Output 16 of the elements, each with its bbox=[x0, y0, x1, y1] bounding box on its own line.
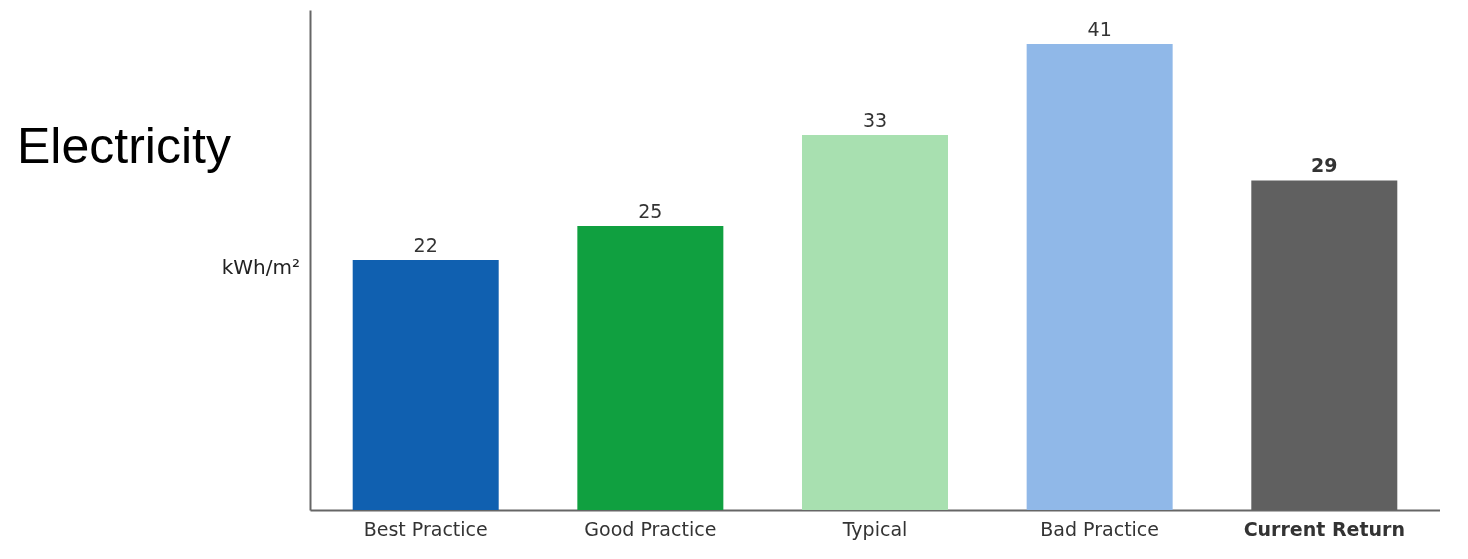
x-tick-label: Typical bbox=[841, 517, 908, 540]
data-label: 41 bbox=[1087, 18, 1112, 41]
data-label: 33 bbox=[862, 109, 888, 131]
x-tick-label: Current Return bbox=[1243, 517, 1405, 540]
bar bbox=[577, 225, 724, 510]
x-tick-label: Best Practice bbox=[363, 517, 488, 540]
text: Electricity bbox=[17, 118, 231, 174]
data-label: 25 bbox=[638, 199, 663, 222]
bar bbox=[352, 260, 499, 510]
bar bbox=[1026, 44, 1173, 510]
x-tick-label: Bad Practice bbox=[1040, 517, 1159, 540]
y-axis-title: kWh/m² bbox=[221, 255, 300, 279]
bar bbox=[802, 135, 948, 510]
data-label: 29 bbox=[1311, 154, 1338, 177]
x-tick-label: Good Practice bbox=[584, 517, 717, 540]
data-label: 22 bbox=[413, 234, 438, 256]
